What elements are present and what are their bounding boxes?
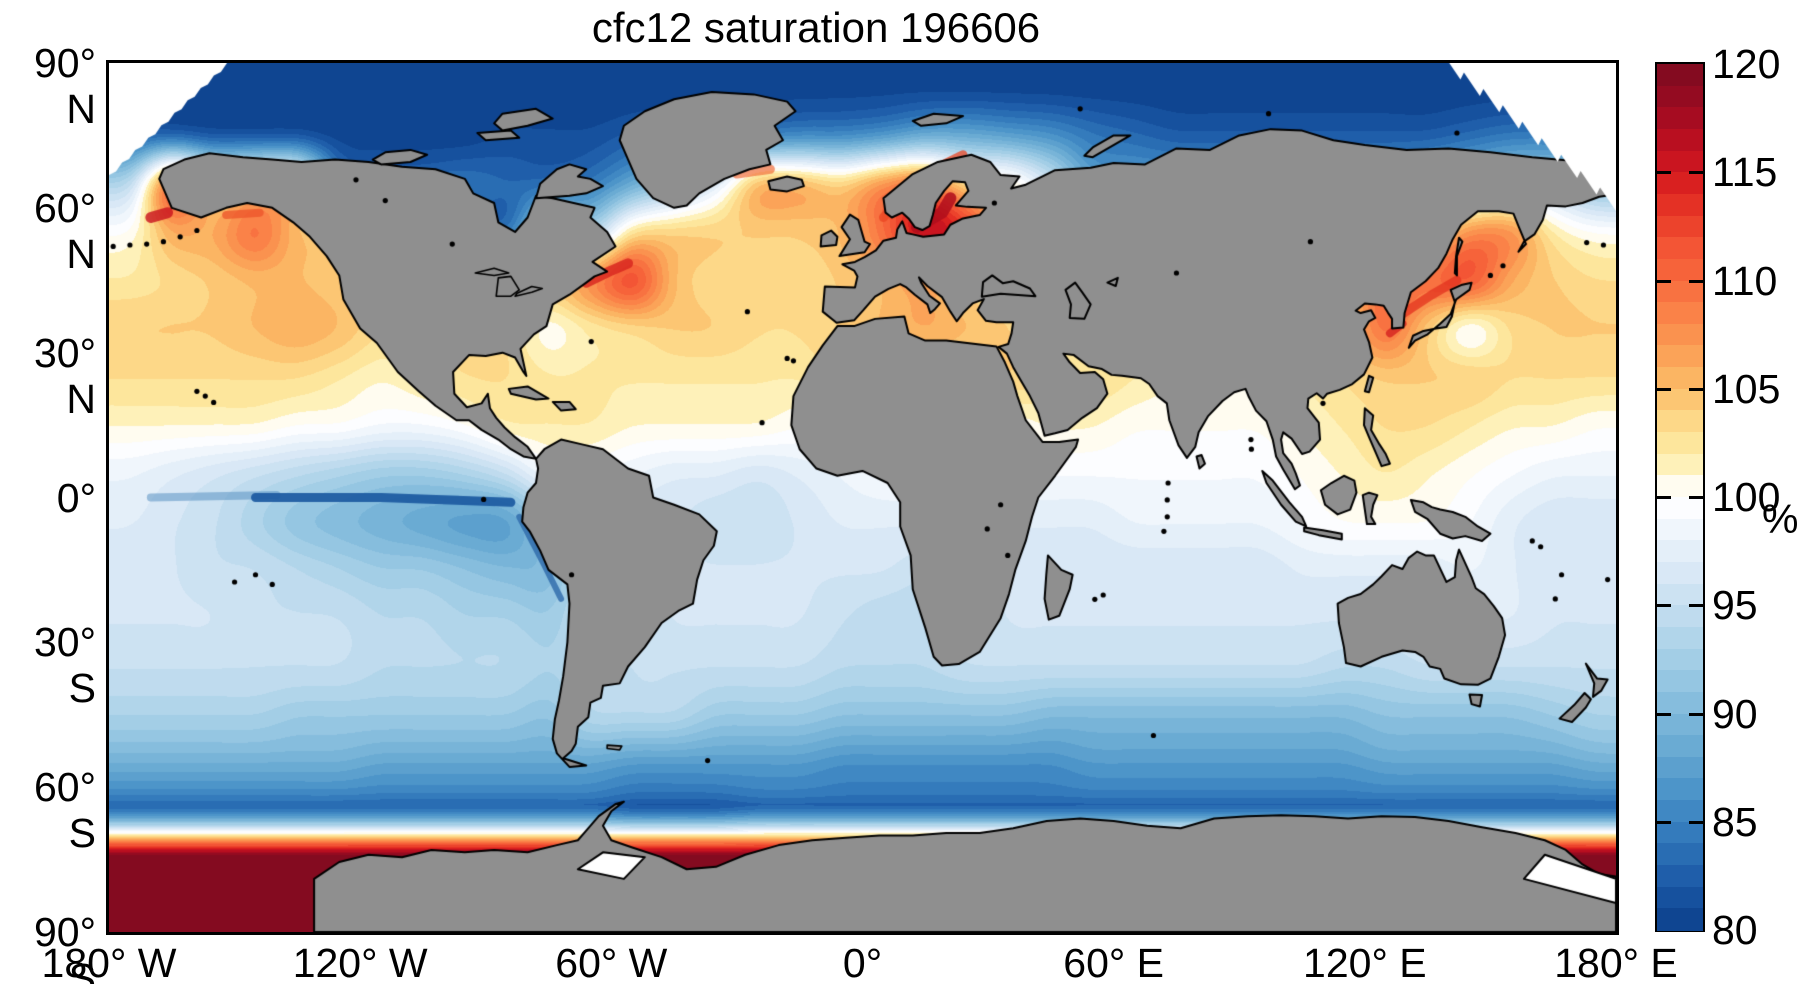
y-tick-label: 60° N — [33, 184, 96, 277]
colorbar-tick-mark — [1689, 712, 1703, 716]
colorbar-band — [1657, 453, 1703, 476]
x-tick-label: 180° E — [1554, 940, 1678, 984]
colorbar-band — [1657, 193, 1703, 217]
colorbar-band — [1657, 518, 1703, 541]
colorbar-band — [1657, 800, 1703, 823]
colorbar-band — [1657, 323, 1703, 347]
colorbar-band — [1657, 128, 1703, 152]
plot-title: cfc12 saturation 196606 — [591, 4, 1041, 51]
colorbar-tick-label: 105 — [1712, 365, 1781, 412]
map-plot-area — [106, 60, 1619, 935]
colorbar-tick-label: 85 — [1712, 798, 1758, 845]
colorbar-band — [1657, 561, 1703, 585]
colorbar-band — [1657, 280, 1703, 303]
y-tick-label: 0° — [56, 474, 96, 521]
colorbar-band — [1657, 605, 1703, 628]
y-tick-label: 60° S — [33, 764, 96, 857]
colorbar-band — [1657, 713, 1703, 736]
x-tick-label: 0° — [842, 940, 883, 984]
colorbar-band — [1657, 432, 1703, 455]
colorbar-band — [1657, 172, 1703, 195]
colorbar-tick-mark — [1657, 820, 1671, 824]
y-tick-label: 90° N — [33, 40, 96, 132]
colorbar-band — [1657, 497, 1703, 520]
colorbar-band — [1657, 302, 1703, 325]
colorbar-tick-label: 95 — [1712, 582, 1758, 629]
x-tick-label: 120° W — [292, 940, 428, 984]
colorbar-tick-label: 80 — [1712, 907, 1758, 953]
colorbar-band — [1657, 85, 1703, 108]
colorbar-band — [1657, 215, 1703, 238]
colorbar-band — [1657, 107, 1703, 130]
colorbar-band — [1657, 626, 1703, 650]
colorbar-band — [1657, 843, 1703, 866]
colorbar-tick-label: 120 — [1712, 41, 1781, 87]
y-tick-label: 30° S — [33, 619, 96, 712]
colorbar-band — [1657, 367, 1703, 390]
colorbar-band — [1657, 150, 1703, 173]
colorbar-unit-label: % — [1762, 496, 1799, 542]
y-tick-label: 30° N — [33, 329, 96, 422]
colorbar-tick-mark — [1689, 171, 1703, 175]
colorbar-band — [1657, 345, 1703, 368]
colorbar-tick-label: 115 — [1712, 149, 1778, 196]
colorbar-tick-mark — [1689, 387, 1703, 391]
colorbar-tick-mark — [1657, 279, 1671, 283]
colorbar-band — [1657, 64, 1703, 87]
colorbar-tick-mark — [1657, 171, 1671, 175]
colorbar-band — [1657, 237, 1703, 260]
colorbar-tick-mark — [1657, 604, 1671, 608]
colorbar-band — [1657, 886, 1703, 909]
y-tick-label: 90° S — [33, 909, 96, 984]
x-tick-label: 60° E — [1063, 940, 1165, 984]
colorbar-band — [1657, 756, 1703, 780]
colorbar-band — [1657, 410, 1703, 433]
colorbar-tick-label: 110 — [1712, 257, 1778, 304]
colorbar-band — [1657, 821, 1703, 844]
colorbar-tick-mark — [1657, 712, 1671, 716]
colorbar-tick-mark — [1657, 387, 1671, 391]
colorbar-band — [1657, 908, 1703, 931]
colorbar-tick-mark — [1689, 820, 1703, 824]
colorbar-tick-mark — [1657, 496, 1671, 499]
colorbar-band — [1657, 735, 1703, 758]
colorbar-tick-mark — [1689, 279, 1703, 283]
colorbar-band — [1657, 865, 1703, 888]
x-tick-label: 60° W — [555, 940, 668, 984]
colorbar-band — [1657, 583, 1703, 606]
x-tick-label: 180° W — [41, 940, 177, 984]
x-tick-label: 120° E — [1303, 940, 1427, 984]
colorbar-tick-mark — [1689, 496, 1703, 499]
colorbar-band — [1657, 540, 1703, 563]
colorbar-band — [1657, 258, 1703, 282]
colorbar-tick-label: 100 — [1712, 474, 1781, 520]
colorbar-band — [1657, 778, 1703, 801]
colorbar-band — [1657, 670, 1703, 693]
colorbar-band — [1657, 475, 1703, 498]
colorbar-tick-mark — [1689, 604, 1703, 608]
colorbar-band — [1657, 648, 1703, 671]
world-map-canvas — [109, 63, 1616, 932]
colorbar-tick-label: 90 — [1712, 690, 1758, 737]
colorbar — [1655, 62, 1705, 932]
colorbar-band — [1657, 388, 1703, 411]
colorbar-band — [1657, 691, 1703, 715]
